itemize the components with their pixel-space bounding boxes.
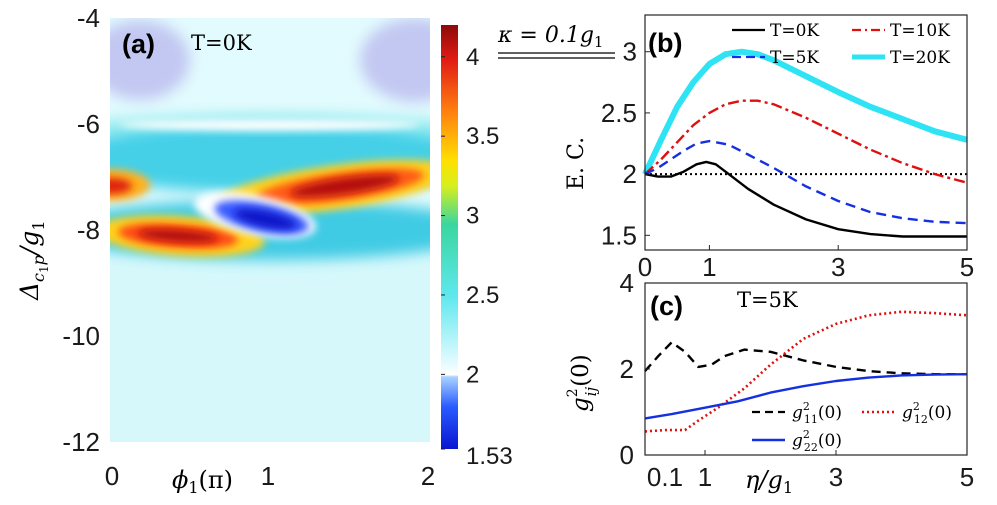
colorbar-tick-label: 2.5 <box>466 282 499 309</box>
legend-item-g11: g2 11(0) <box>752 400 842 426</box>
panel-c-ytick: 4 <box>620 268 634 298</box>
heatmap-corner-right <box>360 18 430 102</box>
panel-c-series <box>644 310 968 433</box>
legend-item-g12: g2 12(0) <box>862 400 952 426</box>
panel-b-series-t0k <box>644 160 967 238</box>
panel-a-ytick: -12 <box>62 427 100 457</box>
legend-g12-label: g2 12(0) <box>902 400 952 426</box>
panel-c-y-ticks: 4 2 0 <box>620 268 650 470</box>
legend-t0k-label: T=0K <box>770 21 819 41</box>
legend-g22-label: g2 22(0) <box>792 428 842 454</box>
panel-b-legend: T=0K T=10K T=5K T=20K <box>732 21 950 68</box>
legend-t10k-label: T=10K <box>890 21 950 41</box>
panel-a-y-ticks: -4 -6 -8 -10 -12 <box>62 3 100 457</box>
panel-c-xlabel: η/g1 <box>745 466 793 497</box>
legend-g11-label: g2 11(0) <box>792 400 842 426</box>
panel-a-label: (a) <box>122 29 155 59</box>
panel-c-ylabel: g2ij(0) <box>565 354 600 412</box>
colorbar-scale <box>441 25 458 449</box>
line-panel-c: 4 2 0 0.1 1 3 5 (c) T=5K η/g1 g2ij(0) g2 11(0)… <box>565 268 974 497</box>
colorbar-tick-label: 3 <box>466 203 479 230</box>
colorbar: 4 3.5 3 2.5 2 1.53 <box>441 25 513 470</box>
legend-item-t0k: T=0K <box>732 21 819 41</box>
panel-a-ytick: -4 <box>77 3 100 33</box>
panel-b-ytick: 3 <box>623 37 637 67</box>
panel-b-series <box>642 48 968 238</box>
heatmap-lower-region <box>110 240 430 442</box>
panel-c-ytick: 2 <box>620 354 634 384</box>
panel-a-xtick: 2 <box>421 461 435 491</box>
panel-c-series-g2220 <box>644 373 968 420</box>
legend-item-t10k: T=10K <box>852 21 950 41</box>
line-panel-b: 3 2.5 2 1.5 0 1 3 5 (b) E. C. T=0K T=10K T=5K … <box>564 14 974 282</box>
panel-b-series-t5k <box>644 139 968 225</box>
heatmap-coldspot <box>194 191 316 239</box>
legend-t20k-label: T=20K <box>890 48 950 68</box>
panel-a-xtick: 1 <box>261 461 275 491</box>
colorbar-tick-label: 3.5 <box>466 123 499 150</box>
legend-item-t5k: T=5K <box>732 48 819 68</box>
panel-a-ylabel: Δc1p/g1 <box>15 220 51 301</box>
panel-b-ytick: 2 <box>623 159 637 189</box>
panel-b-series-t10k <box>644 99 968 184</box>
panel-b-y-ticks: 3 2.5 2 1.5 <box>601 37 650 250</box>
panel-c-temperature: T=5K <box>737 288 798 312</box>
panel-b-xtick: 3 <box>831 252 845 282</box>
heatmap-panel-a: (a) T=0K <box>110 18 430 442</box>
panel-a-temperature: T=0K <box>191 31 252 55</box>
legend-item-t20k: T=20K <box>852 48 950 68</box>
panel-a-xtick: 0 <box>105 461 119 491</box>
panel-c-legend: g2 11(0) g2 12(0) g2 22(0) <box>752 400 952 454</box>
panel-b-x-ticks: 0 1 3 5 <box>638 245 974 282</box>
panel-c-xtick: 0.1 <box>647 462 683 492</box>
panel-a-ytick: -10 <box>62 321 100 351</box>
panel-c-x-ticks: 0.1 1 3 5 <box>644 450 974 492</box>
panel-a-ytick: -6 <box>77 109 100 139</box>
colorbar-tick-label: 1.53 <box>466 443 513 470</box>
panel-c-xtick: 5 <box>960 462 974 492</box>
panel-a-ytick: -8 <box>77 215 100 245</box>
legend-item-g22: g2 22(0) <box>752 428 842 454</box>
heatmap-hotspot-left-edge <box>110 169 150 201</box>
panel-b-xtick: 1 <box>702 252 716 282</box>
panel-b-xtick: 5 <box>960 252 974 282</box>
colorbar-tick-label: 4 <box>466 44 479 71</box>
panel-b-series-t20k <box>642 48 968 176</box>
panel-c-xtick: 3 <box>829 462 843 492</box>
panel-b-label: (b) <box>648 28 682 58</box>
panel-c-label: (c) <box>650 291 683 321</box>
kappa-label: κ = 0.1g1 <box>497 23 603 51</box>
kappa-annotation: κ = 0.1g1 <box>497 23 615 59</box>
legend-t5k-label: T=5K <box>770 48 819 68</box>
panel-a-x-ticks: 0 1 2 <box>105 461 435 491</box>
heatmap-features <box>110 18 430 442</box>
colorbar-tick-label: 2 <box>466 361 479 388</box>
panel-c-series-g1120 <box>644 341 967 376</box>
panel-b-ylabel: E. C. <box>564 137 589 190</box>
panel-b-frame <box>644 14 968 251</box>
panel-b-ytick: 1.5 <box>601 220 637 250</box>
colorbar-ticks: 4 3.5 3 2.5 2 1.53 <box>441 44 513 470</box>
panel-c-ytick: 0 <box>620 440 634 470</box>
panel-a-xlabel: ϕ1(π) <box>172 466 233 497</box>
panel-b-xtick: 0 <box>638 252 652 282</box>
heatmap-white-line <box>120 119 420 131</box>
panel-c-xtick: 1 <box>698 462 712 492</box>
panel-b-ytick: 2.5 <box>601 98 637 128</box>
heatmap-corner-left <box>110 20 190 100</box>
panel-c-series-g1220 <box>644 310 968 433</box>
